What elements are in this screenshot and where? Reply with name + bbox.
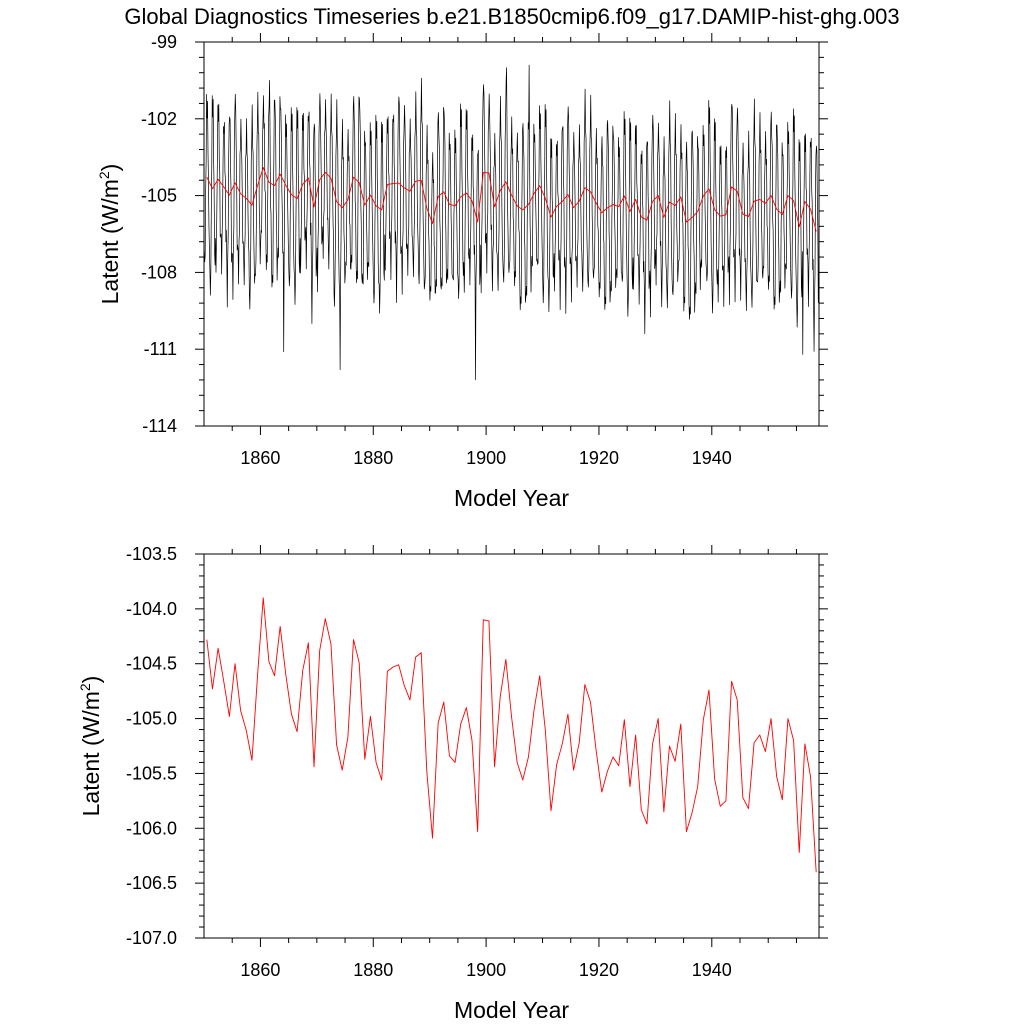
x-tick-label: 1920 [579, 448, 619, 468]
x-tick-label: 1880 [353, 960, 393, 980]
figure-title: Global Diagnostics Timeseries b.e21.B185… [124, 4, 899, 29]
x-tick-label: 1880 [353, 448, 393, 468]
y-tick-label: -99 [151, 32, 177, 52]
y-tick-label: -106.0 [126, 818, 177, 838]
monthly-series-line [204, 64, 819, 381]
panel-monthly-and-annual: 1860 1880 1900 1920 1940 -114 -111 -108 -105 -102… [96, 32, 828, 511]
y-tick-label: -104.5 [126, 654, 177, 674]
y-tick-label: -105.5 [126, 763, 177, 783]
series-marks-bottom [206, 597, 817, 873]
x-tick-label: 1940 [692, 448, 732, 468]
x-tick-label: 1940 [692, 960, 732, 980]
x-axis-label-top: Model Year [454, 485, 569, 511]
y-tick-label: -106.5 [126, 873, 177, 893]
plot-frame-top [203, 41, 820, 427]
y-axis-label-bottom: Latent (W/m2) [77, 676, 104, 817]
plot-frame-bottom [203, 553, 820, 939]
annual-mean-series-line [206, 166, 817, 232]
x-tick-label: 1900 [466, 960, 506, 980]
axis-ticks-bottom [195, 545, 828, 947]
tick-labels-bottom: 1860 1880 1900 1920 1940 -107.0 -106.5 -106.0 -1… [126, 544, 732, 980]
annual-mean-series-line [206, 597, 817, 873]
y-tick-label: -111 [144, 339, 177, 359]
tick-labels-top: 1860 1880 1900 1920 1940 -114 -111 -108 -105 -102… [141, 32, 732, 468]
axis-ticks-top [195, 33, 828, 435]
y-tick-label: -102 [141, 109, 177, 129]
x-tick-label: 1900 [466, 448, 506, 468]
x-tick-label: 1920 [579, 960, 619, 980]
panel-annual: 1860 1880 1900 1920 1940 -107.0 -106.5 -106.0 -1… [77, 544, 828, 1023]
y-tick-label: -105.0 [126, 709, 177, 729]
y-axis-label-top: Latent (W/m2) [96, 164, 123, 305]
y-tick-label: -114 [142, 416, 177, 436]
x-tick-label: 1860 [240, 960, 280, 980]
y-tick-label: -103.5 [126, 544, 177, 564]
x-axis-label-bottom: Model Year [454, 997, 569, 1023]
y-tick-label: -104.0 [126, 599, 177, 619]
y-tick-label: -108 [141, 262, 177, 282]
series-marks-top [204, 64, 819, 381]
y-tick-label: -105 [141, 186, 177, 206]
y-tick-label: -107.0 [126, 928, 177, 948]
x-tick-label: 1860 [240, 448, 280, 468]
